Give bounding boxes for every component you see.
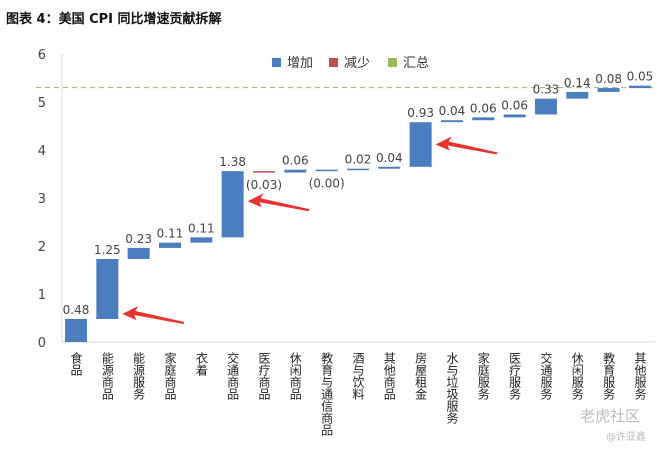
legend-swatch <box>272 58 281 67</box>
bar <box>315 169 338 172</box>
y-tick-label: 5 <box>38 96 46 111</box>
bar <box>503 114 526 118</box>
x-tick-label: 休闲服务 <box>570 352 584 400</box>
x-tick-label: 衣着 <box>194 351 208 377</box>
bar <box>127 247 150 259</box>
x-tick-label: 水与垃圾服务 <box>445 352 459 424</box>
data-label: 0.06 <box>470 101 497 115</box>
legend-swatch <box>329 58 338 67</box>
x-tick-label: 医疗商品 <box>257 352 271 400</box>
data-label: 0.33 <box>533 83 560 97</box>
x-tick-label: 能源服务 <box>132 352 146 400</box>
watermark-user: @许亚鑫 <box>606 432 646 443</box>
x-tick-label: 教育与通信商品 <box>320 351 334 436</box>
data-label: 0.08 <box>595 72 622 86</box>
x-tick-label: 交通商品 <box>226 351 240 400</box>
y-tick-label: 2 <box>38 240 46 255</box>
bar <box>96 258 119 319</box>
data-label: 0.93 <box>407 106 434 120</box>
x-tick-label: 酒与饮料 <box>351 352 365 400</box>
x-tick-label: 其他服务 <box>633 352 647 400</box>
x-tick-label: 家庭服务 <box>476 351 490 400</box>
x-tick-label: 食品 <box>69 351 83 376</box>
data-label: 0.06 <box>501 98 528 112</box>
data-label: 0.04 <box>439 104 466 118</box>
bar <box>566 91 589 99</box>
bar <box>284 169 307 173</box>
legend-label: 汇总 <box>403 56 429 71</box>
data-label: 0.23 <box>125 232 152 246</box>
bar <box>597 88 620 92</box>
x-tick-label: 交通服务 <box>539 351 553 400</box>
watermark: 老虎社区 <box>580 407 641 425</box>
bar <box>440 120 463 123</box>
x-tick-label: 医疗服务 <box>508 352 522 400</box>
bar <box>252 171 275 173</box>
legend-label: 减少 <box>344 56 370 71</box>
bar <box>346 168 369 171</box>
red-arrow-icon <box>122 305 185 324</box>
data-label: 1.38 <box>219 155 246 169</box>
x-tick-label: 能源商品 <box>100 352 114 400</box>
bar <box>378 166 401 169</box>
red-arrow-icon <box>435 136 498 155</box>
data-label: 0.06 <box>282 154 309 168</box>
legend-label: 增加 <box>287 56 313 71</box>
legend-swatch <box>388 58 397 67</box>
x-tick-label: 休闲商品 <box>288 352 302 400</box>
bar <box>472 117 495 121</box>
data-label: 0.11 <box>188 221 215 235</box>
bar <box>158 242 181 248</box>
y-tick-label: 1 <box>38 288 46 303</box>
y-tick-label: 4 <box>38 144 46 159</box>
y-tick-label: 0 <box>38 336 46 351</box>
bar <box>628 85 651 89</box>
chart-title: 图表 4：美国 CPI 同比增速贡献拆解 <box>6 12 222 27</box>
data-label: 0.02 <box>345 153 372 167</box>
x-tick-label: 其他商品 <box>382 352 396 400</box>
x-tick-label: 房屋租金 <box>414 351 428 400</box>
bar <box>65 318 87 342</box>
data-label: 0.48 <box>63 303 90 317</box>
data-label: (0.03) <box>246 178 282 192</box>
bar <box>221 171 244 238</box>
bar <box>190 237 213 243</box>
data-label: (0.00) <box>309 177 345 191</box>
x-tick-label: 教育服务 <box>602 351 616 400</box>
bar <box>534 98 557 115</box>
y-tick-label: 6 <box>38 48 46 63</box>
y-tick-label: 3 <box>38 192 46 207</box>
data-label: 0.11 <box>157 227 184 241</box>
data-label: 0.14 <box>564 76 591 90</box>
bar <box>409 122 432 167</box>
data-label: 0.05 <box>627 70 654 84</box>
data-label: 1.25 <box>94 243 121 257</box>
red-arrow-icon <box>247 193 310 212</box>
x-tick-label: 家庭商品 <box>163 351 177 400</box>
data-label: 0.04 <box>376 151 403 165</box>
